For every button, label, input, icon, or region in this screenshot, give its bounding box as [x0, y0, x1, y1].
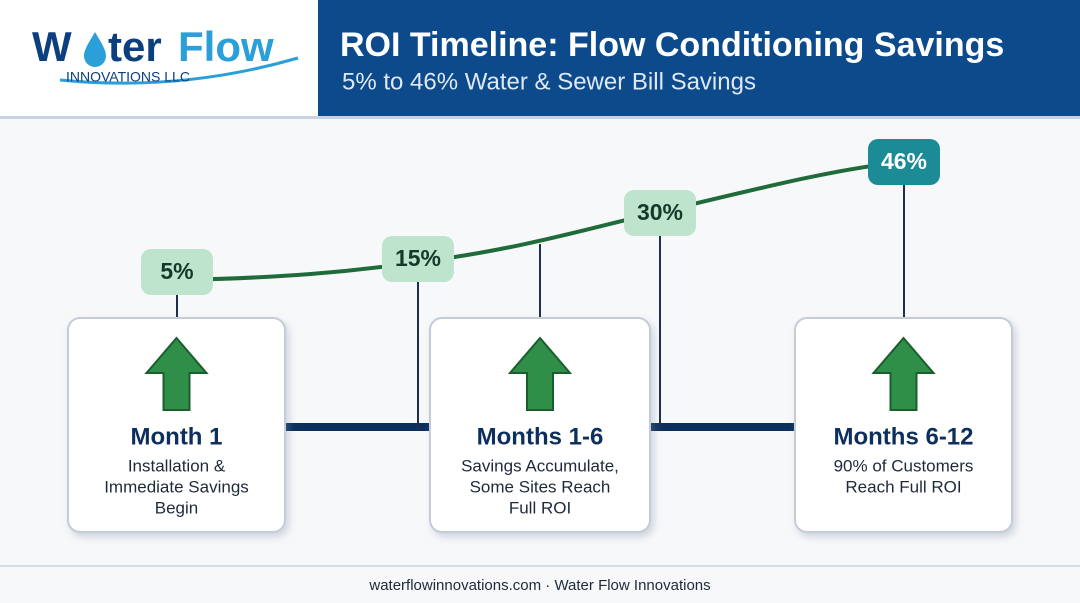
stage-description: Begin	[155, 498, 198, 517]
logo-panel	[0, 0, 318, 118]
savings-curve	[176, 160, 905, 282]
title: ROI Timeline: Flow Conditioning Savings	[340, 26, 1004, 64]
savings-label: 30%	[637, 199, 683, 225]
stage-title: Months 1-6	[477, 423, 604, 450]
timeline: Month 1 Installation & Immediate Savings Be…	[67, 139, 1013, 533]
arrow-icon	[144, 336, 209, 411]
arrow-icon	[507, 336, 573, 411]
stage-description: Full ROI	[509, 498, 571, 517]
subtitle: 5% to 46% Water & Sewer Bill Savings	[342, 68, 756, 95]
card	[67, 317, 286, 533]
title-panel	[318, 0, 1080, 118]
logo-wave	[59, 56, 299, 85]
stage-description: Savings Accumulate,	[461, 456, 619, 475]
logo-flow: Flow	[178, 23, 274, 70]
footer: waterflowinnovations.com · Water Flow In…	[368, 577, 710, 594]
stage-description: Immediate Savings	[104, 477, 249, 496]
header-rule	[0, 116, 1080, 119]
connector	[285, 423, 430, 431]
savings-badge	[382, 236, 454, 282]
stage-description: Some Sites Reach	[470, 477, 611, 496]
logo-w: W	[32, 23, 72, 70]
logo-text: ter	[108, 23, 162, 70]
savings-badge	[868, 139, 940, 185]
savings-badge	[624, 190, 696, 236]
stage-title: Months 6-12	[833, 423, 973, 450]
logo-subtitle: INNOVATIONS LLC	[66, 69, 190, 85]
logo-drop	[84, 32, 106, 67]
stage-title: Month 1	[131, 423, 223, 450]
savings-label: 15%	[395, 245, 441, 271]
card	[429, 317, 651, 533]
savings-label: 5%	[160, 258, 193, 284]
connector	[650, 423, 795, 431]
card	[794, 317, 1013, 533]
savings-badge	[141, 249, 213, 295]
arrow-icon	[871, 336, 936, 411]
stage-description: Installation &	[128, 456, 226, 475]
savings-label: 46%	[881, 148, 927, 174]
stage-description: Reach Full ROI	[845, 477, 961, 496]
stage-description: 90% of Customers	[834, 456, 974, 475]
